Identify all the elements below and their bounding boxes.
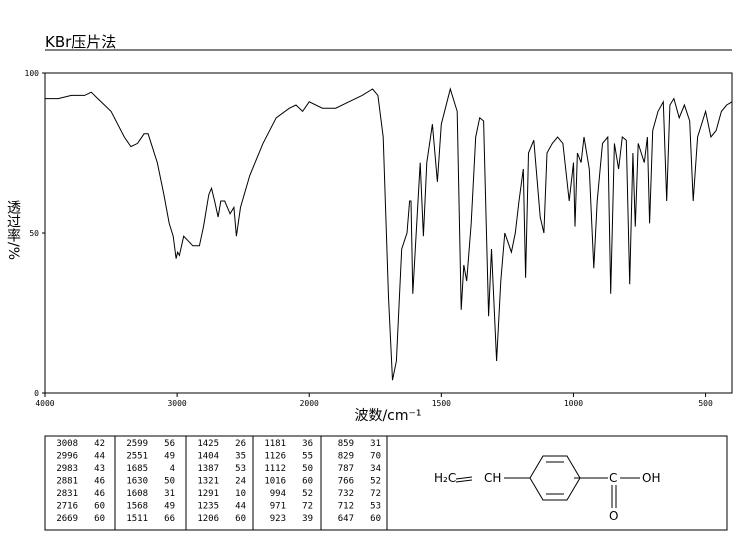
peak-transmittance: 60 <box>370 514 381 524</box>
peak-transmittance: 34 <box>370 464 381 474</box>
peak-wavenumber: 712 <box>338 502 354 512</box>
peak-wavenumber: 1685 <box>126 464 148 474</box>
peak-transmittance: 72 <box>370 489 381 499</box>
peak-wavenumber: 1126 <box>264 452 286 462</box>
y-tick-label: 0 <box>34 389 39 398</box>
x-tick-label: 3000 <box>167 399 186 408</box>
peak-transmittance: 31 <box>164 489 175 499</box>
peak-wavenumber: 1321 <box>197 477 219 487</box>
peak-wavenumber: 3008 <box>56 439 78 449</box>
peak-wavenumber: 1112 <box>264 464 286 474</box>
peak-transmittance: 46 <box>94 489 105 499</box>
peak-wavenumber: 1511 <box>126 514 148 524</box>
peak-wavenumber: 1291 <box>197 489 219 499</box>
peak-transmittance: 56 <box>164 439 175 449</box>
peak-wavenumber: 829 <box>338 452 354 462</box>
peak-transmittance: 55 <box>302 452 313 462</box>
peak-transmittance: 52 <box>370 477 381 487</box>
peak-wavenumber: 732 <box>338 489 354 499</box>
peak-transmittance: 44 <box>94 452 105 462</box>
peak-wavenumber: 2996 <box>56 452 78 462</box>
peak-wavenumber: 787 <box>338 464 354 474</box>
peak-wavenumber: 2551 <box>126 452 148 462</box>
peak-transmittance: 49 <box>164 452 175 462</box>
peak-transmittance: 24 <box>235 477 246 487</box>
peak-wavenumber: 1206 <box>197 514 219 524</box>
peak-wavenumber: 859 <box>338 439 354 449</box>
peak-transmittance: 39 <box>302 514 313 524</box>
peak-transmittance: 35 <box>235 452 246 462</box>
x-tick-label: 1000 <box>564 399 583 408</box>
peak-wavenumber: 2599 <box>126 439 148 449</box>
peak-wavenumber: 971 <box>270 502 286 512</box>
peak-wavenumber: 1630 <box>126 477 148 487</box>
peak-transmittance: 60 <box>94 514 105 524</box>
peak-transmittance: 53 <box>235 464 246 474</box>
peak-transmittance: 10 <box>235 489 246 499</box>
x-axis-label: 波数/cm⁻¹ <box>354 408 421 424</box>
atom-label: C <box>609 471 617 485</box>
peak-transmittance: 49 <box>164 502 175 512</box>
peak-transmittance: 36 <box>302 439 313 449</box>
peak-wavenumber: 2831 <box>56 489 78 499</box>
peak-wavenumber: 2669 <box>56 514 78 524</box>
peak-transmittance: 44 <box>235 502 246 512</box>
peak-transmittance: 31 <box>370 439 381 449</box>
atom-label: CH <box>484 471 501 485</box>
peak-wavenumber: 766 <box>338 477 354 487</box>
peak-transmittance: 46 <box>94 477 105 487</box>
peak-transmittance: 66 <box>164 514 175 524</box>
peak-wavenumber: 647 <box>338 514 354 524</box>
peak-transmittance: 60 <box>235 514 246 524</box>
peak-wavenumber: 1016 <box>264 477 286 487</box>
x-tick-label: 2000 <box>300 399 319 408</box>
peak-transmittance: 42 <box>94 439 105 449</box>
spectrum-line <box>45 87 733 381</box>
peak-transmittance: 53 <box>370 502 381 512</box>
peak-wavenumber: 2881 <box>56 477 78 487</box>
chart-title: KBr压片法 <box>45 33 116 51</box>
x-tick-label: 4000 <box>35 399 54 408</box>
atom-label: O <box>609 509 618 523</box>
peak-transmittance: 52 <box>302 489 313 499</box>
peak-wavenumber: 1181 <box>264 439 286 449</box>
peak-transmittance: 70 <box>370 452 381 462</box>
peak-transmittance: 50 <box>302 464 313 474</box>
y-axis-label: 透过率/% <box>5 200 21 260</box>
peak-wavenumber: 1425 <box>197 439 219 449</box>
peak-wavenumber: 1608 <box>126 489 148 499</box>
peak-table-frame <box>44 435 728 531</box>
y-tick-label: 100 <box>25 69 40 78</box>
peak-wavenumber: 2716 <box>56 502 78 512</box>
peak-wavenumber: 923 <box>270 514 286 524</box>
peak-transmittance: 4 <box>170 464 175 474</box>
peak-wavenumber: 1404 <box>197 452 219 462</box>
peak-transmittance: 26 <box>235 439 246 449</box>
peak-transmittance: 60 <box>94 502 105 512</box>
peak-wavenumber: 1568 <box>126 502 148 512</box>
peak-wavenumber: 1235 <box>197 502 219 512</box>
structure <box>455 455 640 508</box>
peak-wavenumber: 994 <box>270 489 286 499</box>
peak-wavenumber: 1387 <box>197 464 219 474</box>
peak-transmittance: 50 <box>164 477 175 487</box>
peak-wavenumber: 2983 <box>56 464 78 474</box>
atom-label: OH <box>642 471 660 485</box>
y-tick-label: 50 <box>29 229 39 238</box>
peak-transmittance: 60 <box>302 477 313 487</box>
x-tick-label: 1500 <box>432 399 451 408</box>
peak-transmittance: 43 <box>94 464 105 474</box>
x-tick-label: 500 <box>698 399 713 408</box>
peak-table: 3008 42 2996 44 2983 43 2881 46 2831 46 2716 60 2669… <box>56 436 388 530</box>
peak-transmittance: 72 <box>302 502 313 512</box>
atom-label: H₂C <box>434 471 456 485</box>
